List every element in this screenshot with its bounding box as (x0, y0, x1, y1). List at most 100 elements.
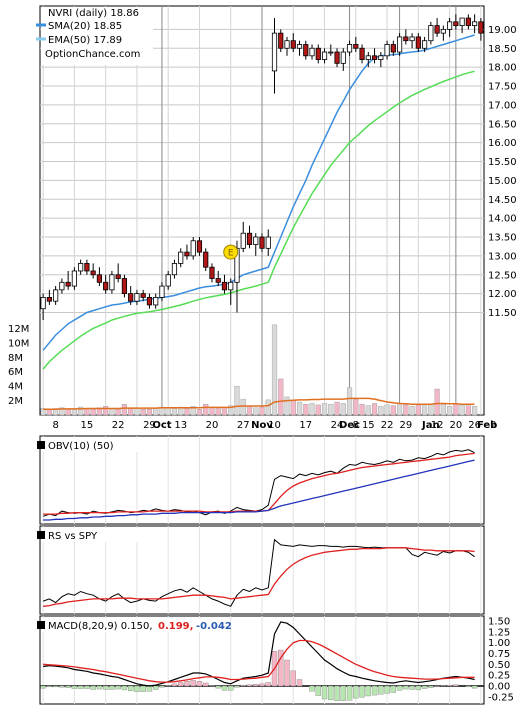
macd-histogram-bar (371, 685, 378, 696)
volume-tick-label: 4M (8, 382, 23, 393)
macd-histogram-bar (471, 685, 478, 689)
macd-histogram-bar (196, 681, 203, 687)
volume-bar (453, 403, 459, 416)
macd-histogram-bar (403, 685, 409, 690)
candle-body (453, 21, 459, 27)
macd-tick-label: 0.50 (488, 660, 510, 671)
volume-bar (465, 405, 471, 416)
volume-tick-label: 2M (8, 396, 23, 407)
macd-histogram-bar (146, 685, 153, 692)
macd-histogram-bar (321, 685, 328, 700)
panel-series-line (43, 547, 475, 607)
candle-body (284, 40, 290, 49)
macd-histogram-bar (221, 685, 228, 691)
volume-bar (303, 403, 309, 416)
volume-bar (46, 409, 52, 416)
candle-body (40, 296, 46, 310)
panel-series-line (43, 459, 475, 521)
volume-bar (296, 401, 303, 416)
candle-body (378, 55, 384, 60)
macd-histogram-bar (365, 685, 372, 697)
macd-histogram-bar (59, 685, 65, 688)
panel-title: OBV(10) (50) (48, 441, 114, 452)
price-tick-label: 16.00 (488, 138, 517, 149)
candle-body (203, 251, 209, 268)
macd-histogram-bar (240, 684, 246, 687)
price-tick-label: 15.50 (488, 157, 517, 168)
macd-histogram-bar (409, 685, 415, 690)
macd-histogram-bar (378, 685, 384, 695)
macd-histogram-bar (159, 685, 165, 688)
candle-body (59, 281, 65, 291)
macd-histogram-bar (115, 685, 121, 690)
candle-body (315, 47, 321, 60)
macd-tick-label: -0.25 (488, 692, 514, 703)
candle-body (440, 28, 446, 34)
x-tick-label: 12 (431, 420, 444, 431)
volume-bar (203, 403, 209, 416)
legend-ema: EMA(50) 17.89 (48, 35, 122, 46)
macd-histogram-bar (390, 685, 397, 693)
candle-body (159, 285, 165, 298)
volume-bar (165, 407, 171, 416)
price-tick-label: 19.00 (488, 25, 517, 36)
volume-bar (321, 403, 328, 416)
macd-histogram-bar (178, 682, 184, 687)
price-tick-label: 17.00 (488, 100, 517, 111)
macd-histogram-value: -0.042 (196, 621, 232, 632)
x-tick-label: 15 (81, 420, 94, 431)
candle-body (428, 25, 434, 42)
candle-body (128, 293, 134, 302)
volume-bar (65, 409, 71, 416)
price-tick-label: 16.50 (488, 119, 517, 130)
candle-body (415, 36, 421, 49)
volume-tick-label: 8M (8, 353, 23, 364)
volume-bar (434, 388, 440, 416)
panel-title: RS vs SPY (48, 531, 98, 542)
macd-histogram-bar (65, 685, 71, 688)
macd-signal-value: 0.199, (158, 621, 193, 632)
candle-body (53, 289, 59, 302)
volume-bar (103, 406, 109, 416)
volume-bar (346, 387, 353, 416)
volume-bar (240, 398, 246, 416)
macd-histogram-bar (127, 685, 134, 691)
macd-histogram-bar (253, 684, 259, 687)
volume-bar (403, 404, 409, 416)
candle-body (303, 44, 309, 57)
candle-body (190, 240, 196, 257)
panel-legend-swatch (37, 441, 45, 449)
panel-legend-swatch (37, 531, 45, 539)
volume-bar (265, 399, 271, 416)
volume-bar (153, 407, 159, 416)
candle-body (171, 263, 178, 276)
earnings-marker-label: E (228, 249, 234, 259)
volume-bar (221, 407, 228, 416)
macd-tick-label: 0.75 (488, 649, 510, 660)
price-tick-label: 12.00 (488, 289, 517, 300)
volume-bar (59, 407, 65, 416)
candle-body (271, 32, 278, 72)
candle-body (265, 236, 271, 249)
candle-body (65, 281, 71, 287)
macd-signal-line (43, 639, 475, 683)
volume-bar (246, 406, 253, 416)
candle-body (153, 296, 159, 306)
macd-histogram-bar (215, 685, 221, 689)
macd-histogram-bar (284, 659, 290, 687)
candle-body (146, 296, 153, 306)
macd-histogram-bar (134, 685, 140, 692)
macd-histogram-bar (415, 685, 422, 691)
volume-bar (134, 408, 140, 416)
volume-bar (128, 407, 134, 416)
macd-tick-label: 0.00 (488, 682, 510, 693)
volume-bar (78, 406, 84, 416)
x-tick-label: 8 (353, 420, 359, 431)
x-tick-label: Feb (477, 420, 497, 431)
volume-bar (140, 409, 146, 416)
candle-body (371, 55, 378, 60)
macd-histogram-bar (340, 685, 346, 701)
volume-bar (422, 405, 428, 416)
macd-histogram-bar (152, 685, 159, 690)
candle-body (71, 270, 77, 287)
